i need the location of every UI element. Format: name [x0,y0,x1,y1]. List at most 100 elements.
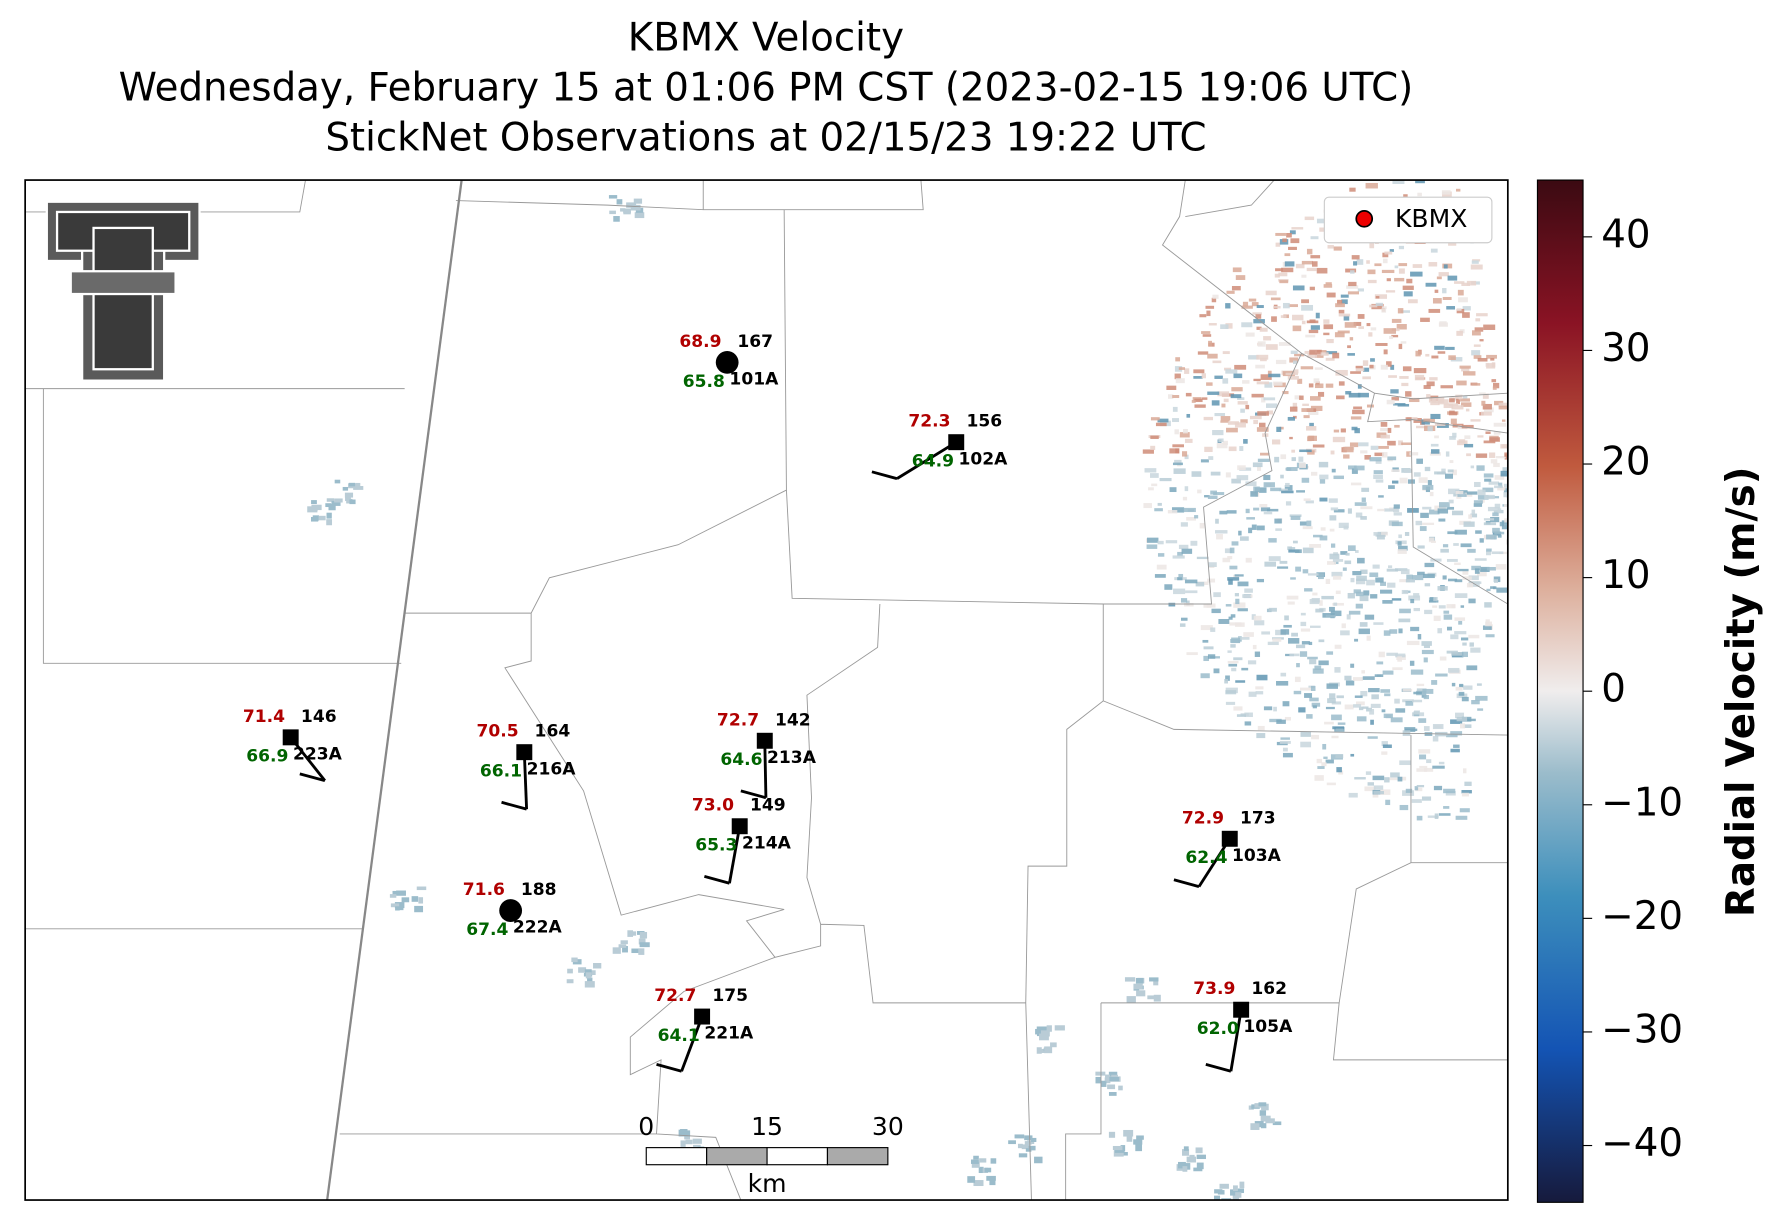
radar-echo [1376,661,1384,665]
radar-echo [1454,631,1467,635]
radar-echo [1447,578,1458,582]
radar-echo [1419,754,1427,760]
radar-echo [1456,330,1463,336]
radar-echo [1404,727,1416,732]
radar-echo [1224,367,1232,371]
radar-echo [1345,680,1355,686]
radar-echo [1224,548,1233,554]
radar-echo [1382,258,1388,264]
radar-echo [1251,524,1257,530]
radar-echo [1382,452,1388,458]
radar-echo [1437,586,1448,591]
radar-echo [1395,708,1406,713]
radar-echo [1244,721,1252,726]
radar-echo [326,512,332,519]
radar-echo [1314,665,1322,670]
radar-echo [1501,524,1508,530]
radar-echo [1256,578,1265,583]
radar-echo [1264,382,1273,388]
radar-echo [1202,397,1208,400]
radar-echo [1476,683,1482,686]
radar-echo [1194,404,1206,408]
radar-echo [1354,777,1366,780]
radar-echo [1383,349,1388,355]
radar-echo [1381,531,1388,536]
radar-echo [1028,1145,1036,1151]
radar-echo [1488,481,1500,485]
legend: KBMX [1323,196,1493,244]
radar-echo [1447,469,1454,473]
radar-echo [1416,784,1425,788]
radar-echo [1175,378,1185,384]
radar-echo [638,948,645,955]
radar-echo [1299,395,1304,400]
radar-echo [1311,734,1320,740]
radar-echo [1373,532,1381,536]
dewpoint: 64.1 [658,1026,700,1046]
radar-echo [692,1138,702,1144]
radar-echo [1263,336,1272,341]
radar-echo [1181,451,1188,457]
radar-echo [1181,548,1193,554]
radar-echo [1248,527,1253,534]
station-id: 221A [704,1024,754,1044]
radar-echo [609,210,616,215]
radar-echo [334,479,341,484]
radar-echo [1471,383,1481,386]
radar-echo [1256,733,1266,739]
radar-echo [1448,403,1459,406]
radar-echo [389,894,397,898]
radar-echo [1263,397,1276,401]
scale-unit: km [748,1169,787,1198]
radar-echo [1325,282,1332,285]
radar-echo [1291,632,1299,637]
temperature: 73.9 [1193,979,1235,999]
radar-echo [1319,600,1323,606]
dewpoint: 62.4 [1185,848,1227,868]
radar-echo [1313,378,1320,383]
colorbar-tick-label: −40 [1601,1121,1683,1166]
radar-echo [1204,495,1210,498]
radar-echo [1355,578,1366,585]
radar-echo [1257,458,1270,462]
radar-echo [1421,796,1432,801]
radar-echo [1200,625,1213,631]
radar-echo [1238,637,1250,640]
radar-echo [1100,1080,1107,1087]
radar-echo [970,1159,979,1164]
radar-echo [1393,512,1402,516]
radar-echo [1422,573,1435,579]
radar-echo [1292,325,1302,332]
radar-echo [1438,813,1451,816]
radar-echo [1027,1140,1035,1145]
radar-echo [1050,1042,1057,1048]
radar-echo [1237,581,1249,587]
radar-echo [1300,612,1306,616]
radar-echo [1274,273,1280,278]
radar-echo [1178,573,1184,578]
radar-echo [1458,691,1465,696]
radar-echo [1448,667,1460,673]
radar-echo [1378,495,1384,498]
radar-echo [1500,470,1508,477]
radar-echo [1182,1166,1188,1172]
station-id: 223A [293,744,343,764]
radar-echo [1471,565,1481,571]
radar-echo [1319,474,1329,480]
radar-echo [1413,368,1427,374]
radar-echo [1418,477,1428,483]
radar-echo [1287,546,1292,551]
radar-echo [1226,427,1238,433]
radar-echo [1354,638,1359,642]
wind-barb-flag [299,772,326,783]
scale-bar: 0 15 30 km [638,1112,904,1198]
radar-echo [1342,446,1354,453]
radar-echo [1451,405,1464,410]
radar-echo [1201,331,1211,334]
radar-echo [1390,364,1395,370]
radar-echo [1450,634,1459,640]
radar-echo [1458,620,1463,625]
radar-echo [1375,296,1380,299]
radar-echo [1237,1188,1245,1194]
radar-echo [1467,718,1476,722]
